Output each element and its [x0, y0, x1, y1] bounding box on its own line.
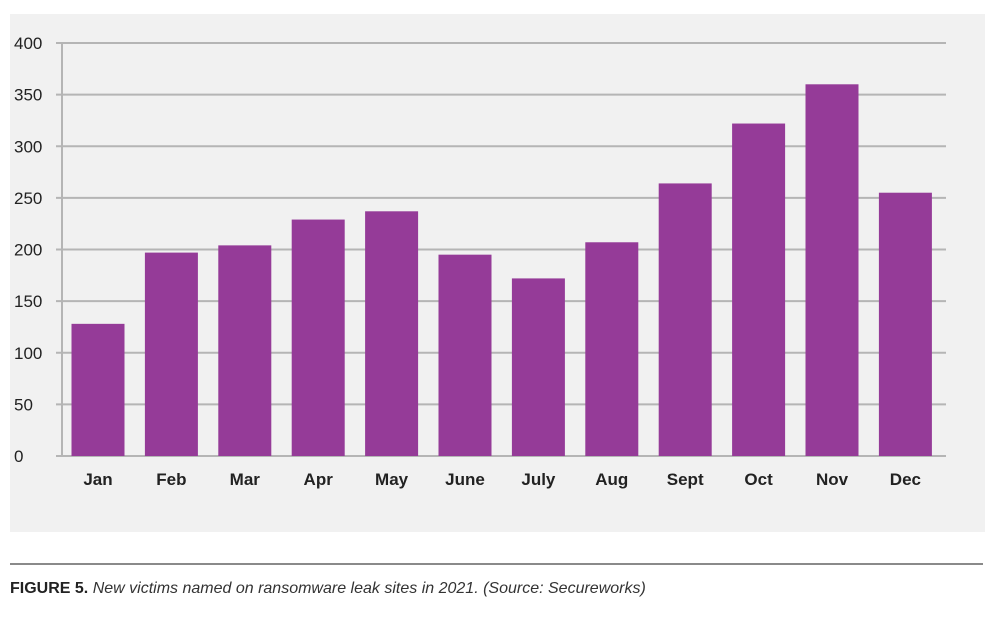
bar-layer [71, 84, 932, 457]
x-tick-label: July [521, 470, 556, 489]
bar [144, 252, 198, 456]
y-tick-label: 100 [14, 344, 42, 363]
y-tick-label: 400 [14, 34, 42, 53]
bar [658, 183, 712, 457]
x-axis: Jan Feb Mar Apr May June July Aug Sept Oct Nov Dec [83, 470, 921, 489]
y-tick-label: 0 [14, 447, 23, 466]
bar [438, 254, 492, 456]
bar [732, 123, 786, 456]
y-tick-label: 250 [14, 189, 42, 208]
x-tick-label: June [445, 470, 485, 489]
bar [805, 84, 859, 457]
x-tick-label: Sept [667, 470, 704, 489]
x-tick-label: Jan [83, 470, 112, 489]
x-tick-label: Nov [816, 470, 849, 489]
figure-label: FIGURE 5. [10, 580, 89, 597]
x-tick-label: May [375, 470, 409, 489]
caption-divider [10, 563, 983, 565]
figure-caption-text: New victims named on ransomware leak sit… [92, 580, 646, 597]
bar [218, 245, 272, 456]
x-tick-label: Dec [890, 470, 921, 489]
bar [511, 278, 565, 456]
y-tick-label: 350 [14, 86, 42, 105]
x-tick-label: Apr [304, 470, 334, 489]
y-tick-label: 200 [14, 241, 42, 260]
grid-layer [56, 42, 946, 457]
y-tick-label: 300 [14, 137, 42, 156]
bar [71, 323, 125, 456]
bar [365, 211, 419, 456]
bar [585, 242, 639, 456]
figure-caption: FIGURE 5. New victims named on ransomwar… [10, 580, 646, 598]
bar [878, 192, 932, 456]
y-tick-label: 50 [14, 395, 33, 414]
x-tick-label: Feb [156, 470, 186, 489]
x-tick-label: Mar [230, 470, 261, 489]
y-axis: 0 50 100 150 200 250 300 350 400 [14, 34, 42, 466]
x-tick-label: Oct [744, 470, 773, 489]
y-tick-label: 150 [14, 292, 42, 311]
bar-chart: 0 50 100 150 200 250 300 350 400 Jan Feb Mar Apr May… [14, 34, 946, 489]
x-tick-label: Aug [595, 470, 628, 489]
chart-panel: 0 50 100 150 200 250 300 350 400 Jan Feb Mar Apr May… [10, 14, 985, 532]
bar [291, 219, 345, 456]
